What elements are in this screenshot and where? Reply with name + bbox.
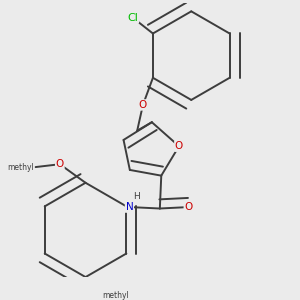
Text: N: N xyxy=(125,202,133,212)
Text: methyl: methyl xyxy=(103,291,129,300)
Text: Cl: Cl xyxy=(128,13,138,23)
Text: methyl: methyl xyxy=(8,163,34,172)
Text: O: O xyxy=(184,202,193,212)
Text: O: O xyxy=(175,141,183,151)
Text: H: H xyxy=(134,192,140,201)
Text: O: O xyxy=(139,100,147,110)
Text: O: O xyxy=(56,159,64,169)
